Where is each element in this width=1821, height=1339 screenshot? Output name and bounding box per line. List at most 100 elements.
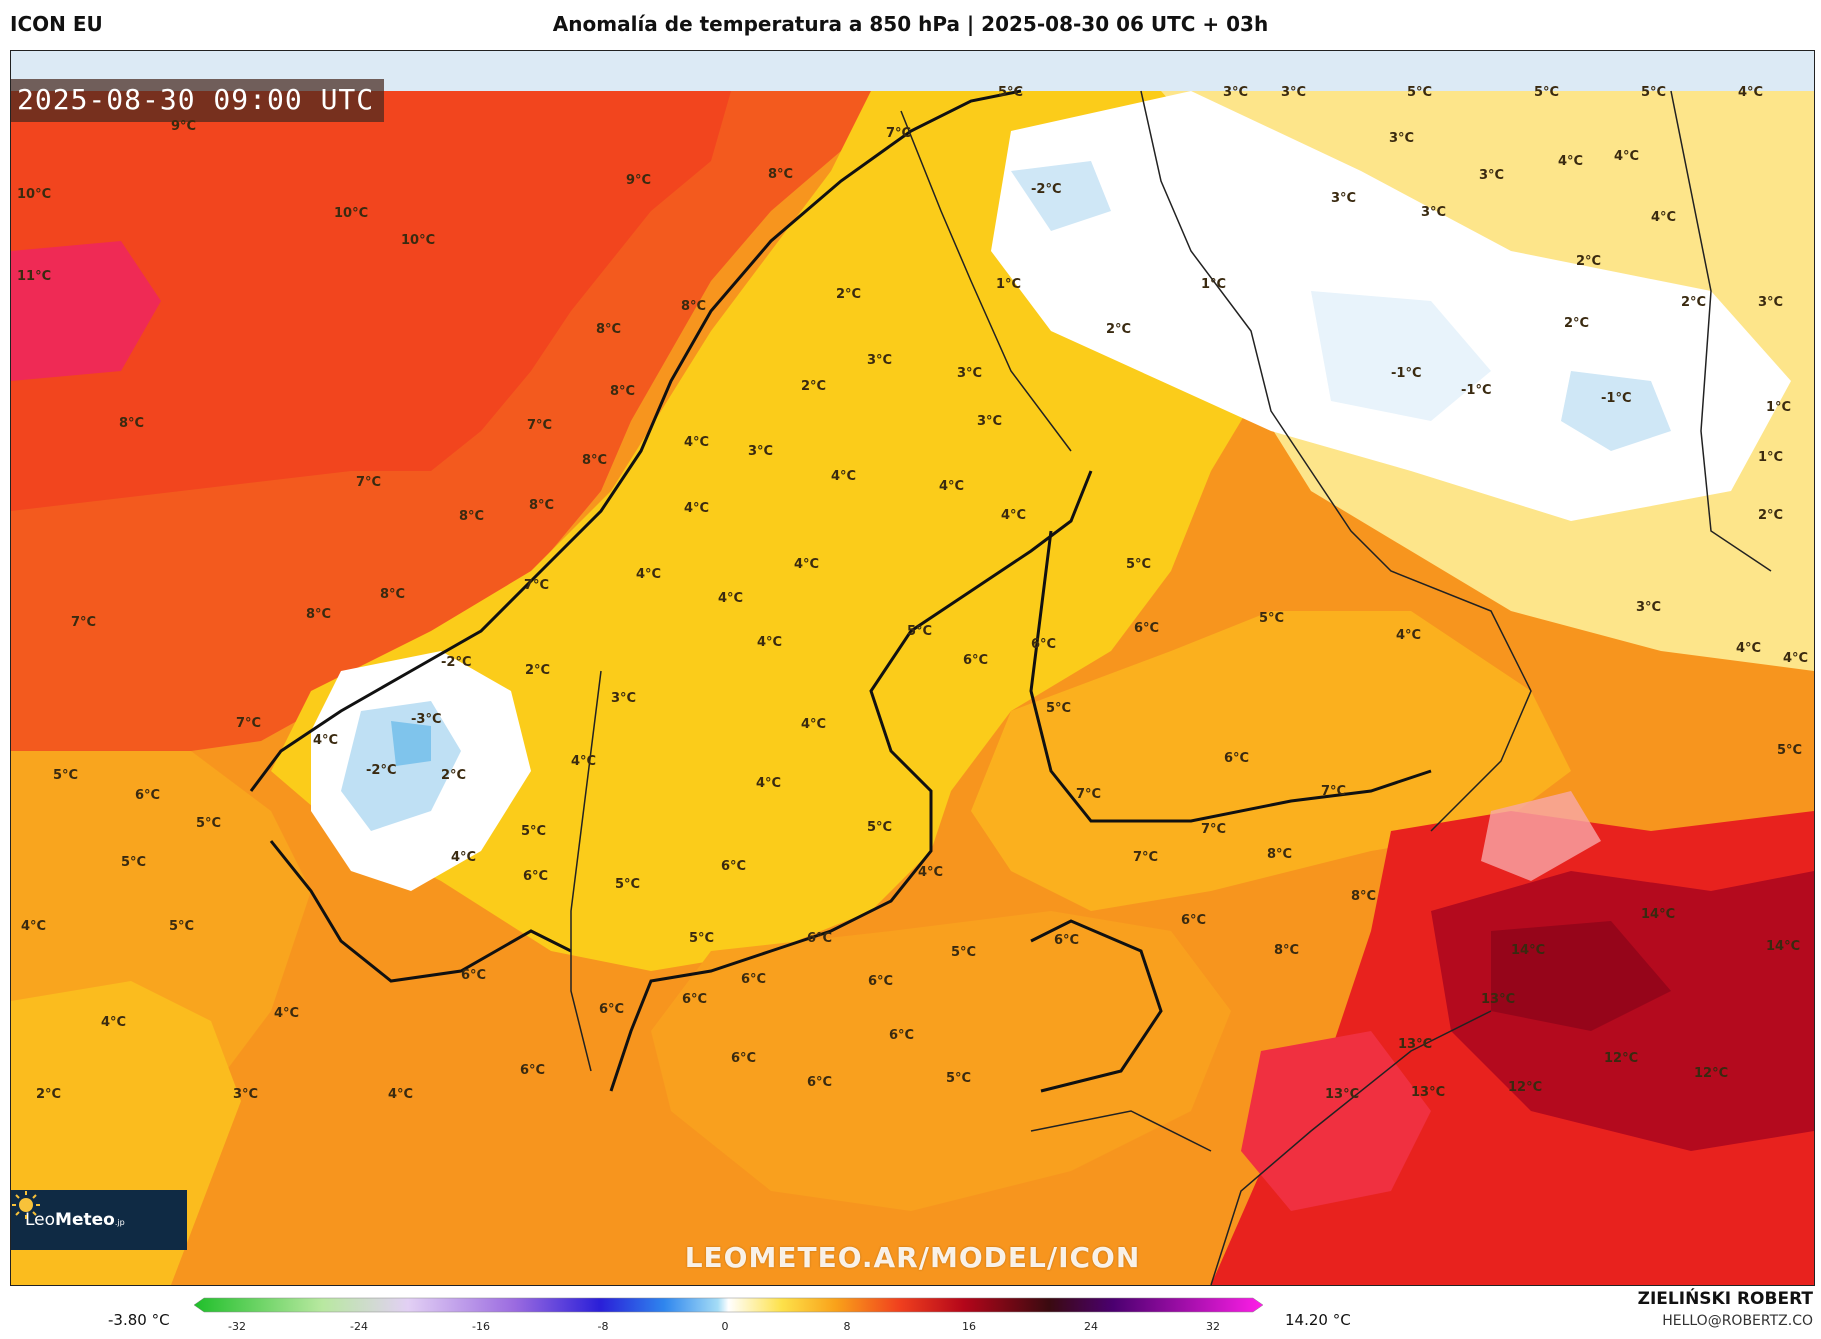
- temperature-label: 8°C: [459, 509, 485, 524]
- temperature-label: 3°C: [1331, 191, 1357, 206]
- temperature-label: 8°C: [1274, 943, 1300, 958]
- temperature-label: -1°C: [1391, 366, 1422, 381]
- temperature-label: 7°C: [524, 578, 550, 593]
- colorbar-tick: 16: [962, 1320, 976, 1333]
- temperature-label: 6°C: [461, 968, 487, 983]
- temperature-label: 8°C: [380, 587, 406, 602]
- temperature-label: 4°C: [756, 776, 782, 791]
- temperature-label: 1°C: [1201, 277, 1227, 292]
- temperature-label: 7°C: [1201, 822, 1227, 837]
- temperature-label: 5°C: [1046, 701, 1072, 716]
- temperature-label: 4°C: [636, 567, 662, 582]
- temperature-label: 4°C: [1614, 149, 1640, 164]
- map-field: [11, 51, 1814, 1285]
- temperature-label: 13°C: [1481, 992, 1516, 1007]
- temperature-label: 6°C: [731, 1051, 757, 1066]
- temperature-label: 4°C: [274, 1006, 300, 1021]
- temperature-label: 5°C: [53, 768, 79, 783]
- temperature-label: 3°C: [1281, 85, 1307, 100]
- colorbar: [193, 1297, 1264, 1313]
- temperature-label: 5°C: [867, 820, 893, 835]
- temperature-label: 5°C: [1777, 743, 1803, 758]
- temperature-label: 6°C: [682, 992, 708, 1007]
- temperature-label: 6°C: [599, 1002, 625, 1017]
- temperature-label: 4°C: [684, 501, 710, 516]
- temperature-label: 4°C: [1738, 85, 1764, 100]
- temperature-label: 6°C: [889, 1028, 915, 1043]
- temperature-label: 7°C: [1321, 784, 1347, 799]
- colorbar-tick: -24: [350, 1320, 368, 1333]
- temperature-label: 6°C: [721, 859, 747, 874]
- temperature-label: 4°C: [21, 919, 47, 934]
- temperature-label: 7°C: [886, 126, 912, 141]
- temperature-label: 3°C: [1636, 600, 1662, 615]
- temperature-label: 5°C: [689, 931, 715, 946]
- temperature-label: 4°C: [1001, 508, 1027, 523]
- temperature-label: 6°C: [1224, 751, 1250, 766]
- temperature-label: 6°C: [520, 1063, 546, 1078]
- temperature-label: 3°C: [957, 366, 983, 381]
- temperature-label: 8°C: [610, 384, 636, 399]
- temperature-label: 6°C: [135, 788, 161, 803]
- temperature-label: 2°C: [36, 1087, 62, 1102]
- temperature-label: 4°C: [1396, 628, 1422, 643]
- temperature-label: 14°C: [1511, 943, 1546, 958]
- temperature-label: 13°C: [1325, 1087, 1360, 1102]
- temperature-label: 8°C: [596, 322, 622, 337]
- temperature-label: -2°C: [441, 655, 472, 670]
- temperature-label: 2°C: [1106, 322, 1132, 337]
- temperature-label: 5°C: [1407, 85, 1433, 100]
- logo-suffix: .jp: [114, 1218, 125, 1227]
- leometeo-logo: LeoMeteo.jp: [11, 1190, 187, 1250]
- temperature-label: 4°C: [571, 754, 597, 769]
- temperature-label: 6°C: [1181, 913, 1207, 928]
- temperature-label: 6°C: [963, 653, 989, 668]
- temperature-label: 8°C: [1351, 889, 1377, 904]
- temperature-label: 4°C: [1783, 651, 1809, 666]
- author-name: ZIELIŃSKI ROBERT: [1637, 1289, 1813, 1309]
- temperature-label: 14°C: [1766, 939, 1801, 954]
- temperature-label: 4°C: [1558, 154, 1584, 169]
- temperature-label: 3°C: [1389, 131, 1415, 146]
- author-email: HELLO@ROBERTZ.CO: [1662, 1313, 1813, 1329]
- temperature-label: 6°C: [1031, 637, 1057, 652]
- temperature-label: 4°C: [718, 591, 744, 606]
- temperature-label: 3°C: [1223, 85, 1249, 100]
- temperature-label: 5°C: [907, 624, 933, 639]
- temperature-label: 4°C: [1736, 641, 1762, 656]
- temperature-label: 2°C: [836, 287, 862, 302]
- temperature-label: 4°C: [939, 479, 965, 494]
- watermark: LEOMETEO.AR/MODEL/ICON: [684, 1241, 1141, 1274]
- temperature-label: 1°C: [1758, 450, 1784, 465]
- temperature-label: 5°C: [1259, 611, 1285, 626]
- temperature-label: 5°C: [615, 877, 641, 892]
- colorbar-tick: -8: [597, 1320, 609, 1333]
- temperature-label: 11°C: [17, 269, 52, 284]
- temperature-label: 4°C: [801, 717, 827, 732]
- temperature-label: 5°C: [951, 945, 977, 960]
- temperature-label: 4°C: [313, 733, 339, 748]
- colorbar-max: 14.20 °C: [1285, 1311, 1351, 1329]
- temperature-label: -2°C: [1031, 182, 1062, 197]
- logo-text-a: Leo: [25, 1210, 56, 1230]
- temperature-label: 7°C: [1076, 787, 1102, 802]
- temperature-label: 1°C: [996, 277, 1022, 292]
- temperature-label: 7°C: [527, 418, 553, 433]
- temperature-label: 7°C: [1133, 850, 1159, 865]
- temperature-label: 12°C: [1508, 1080, 1543, 1095]
- temperature-anomaly-map: 2025-08-30 09:00 UTC 9°C 10°C 10°C 10°C 11°C…: [10, 50, 1815, 1286]
- temperature-label: 10°C: [334, 206, 369, 221]
- temperature-label: 8°C: [1267, 847, 1293, 862]
- temperature-label: 13°C: [1411, 1085, 1446, 1100]
- temperature-label: 4°C: [831, 469, 857, 484]
- temperature-label: 4°C: [1651, 210, 1677, 225]
- temperature-label: 4°C: [757, 635, 783, 650]
- temperature-label: 6°C: [807, 1075, 833, 1090]
- colorbar-tick: -16: [472, 1320, 490, 1333]
- temperature-label: 8°C: [529, 498, 555, 513]
- temperature-label: 12°C: [1604, 1051, 1639, 1066]
- temperature-label: 6°C: [807, 931, 833, 946]
- temperature-label: 7°C: [71, 615, 97, 630]
- temperature-label: 2°C: [801, 379, 827, 394]
- temperature-label: 2°C: [1576, 254, 1602, 269]
